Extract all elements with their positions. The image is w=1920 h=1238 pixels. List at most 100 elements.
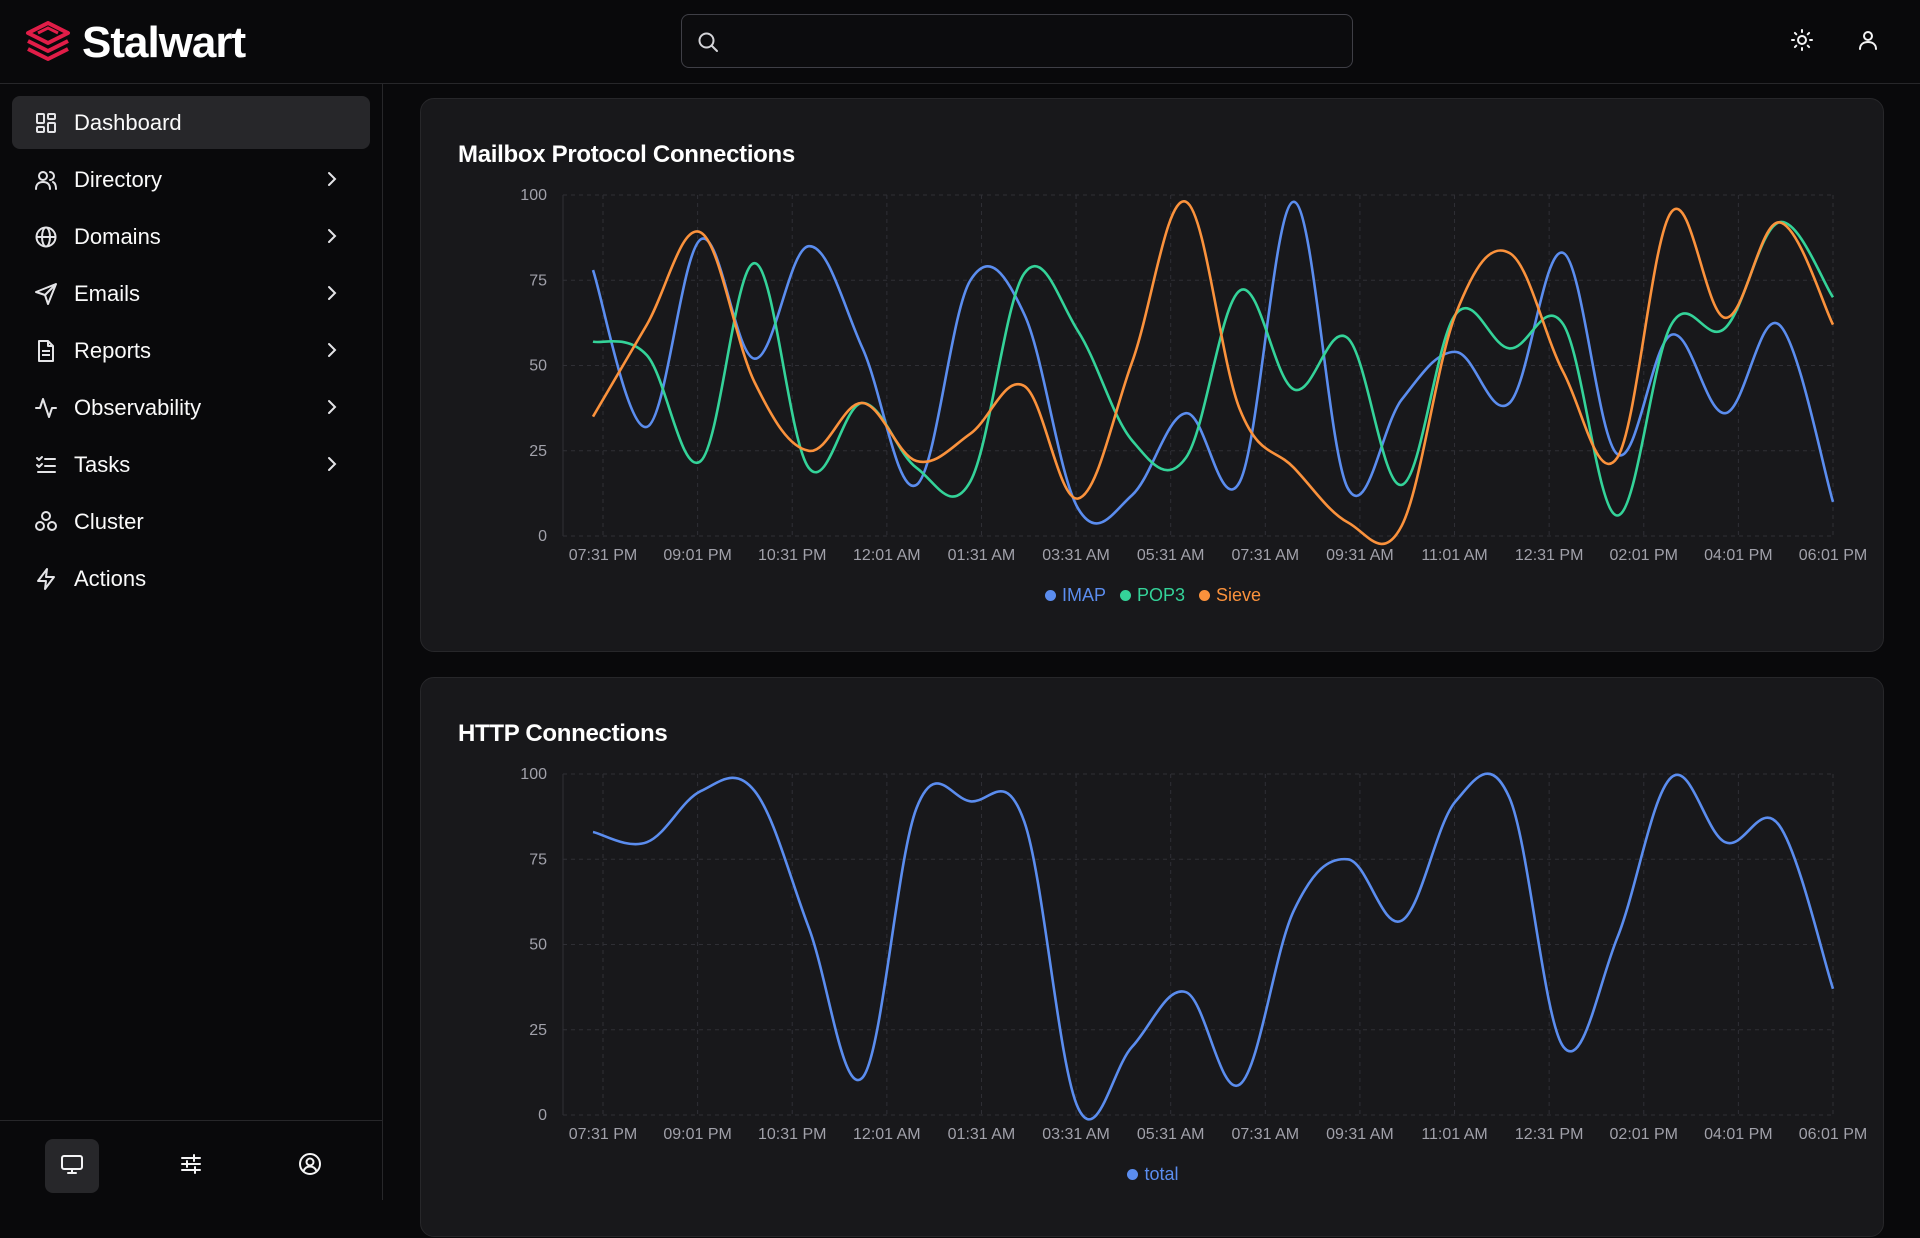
- x-tick-label: 10:31 PM: [758, 547, 826, 564]
- sidebar-item-actions[interactable]: Actions: [12, 552, 370, 605]
- x-tick-label: 03:31 AM: [1042, 1126, 1110, 1143]
- x-tick-label: 06:01 PM: [1799, 547, 1867, 564]
- sliders-icon: [179, 1152, 203, 1181]
- legend-item[interactable]: total: [1127, 1164, 1178, 1185]
- y-tick-label: 100: [520, 766, 547, 783]
- sidebar-item-label: Dashboard: [74, 110, 182, 136]
- search-input[interactable]: [732, 15, 1332, 67]
- legend-label: IMAP: [1062, 585, 1106, 606]
- x-tick-label: 01:31 AM: [948, 1126, 1016, 1143]
- chart-legend: IMAP POP3 Sieve: [421, 585, 1885, 606]
- send-icon: [34, 282, 58, 306]
- y-tick-label: 0: [538, 1107, 547, 1124]
- brand-logo[interactable]: Stalwart: [24, 18, 245, 68]
- brand-name: Stalwart: [82, 18, 245, 68]
- sidebar-item-label: Emails: [74, 281, 140, 307]
- sidebar-item-observability[interactable]: Observability: [12, 381, 370, 434]
- search-icon: [696, 30, 720, 59]
- search-box[interactable]: [681, 14, 1353, 68]
- globe-icon: [34, 225, 58, 249]
- legend-dot-icon: [1120, 590, 1131, 601]
- sidebar-item-tasks[interactable]: Tasks: [12, 438, 370, 491]
- x-tick-label: 10:31 PM: [758, 1126, 826, 1143]
- legend-item[interactable]: POP3: [1120, 585, 1185, 606]
- x-tick-label: 01:31 AM: [948, 547, 1016, 564]
- sun-icon: [1790, 28, 1814, 57]
- x-tick-label: 11:01 AM: [1421, 547, 1487, 564]
- y-tick-label: 25: [529, 1022, 547, 1039]
- x-tick-label: 07:31 AM: [1232, 547, 1300, 564]
- y-tick-label: 50: [529, 358, 547, 375]
- x-tick-label: 02:01 PM: [1610, 547, 1678, 564]
- x-tick-label: 12:01 AM: [853, 1126, 921, 1143]
- chevron-right-icon: [322, 340, 342, 365]
- y-tick-label: 25: [529, 443, 547, 460]
- sidebar-item-directory[interactable]: Directory: [12, 153, 370, 206]
- theme-toggle-button[interactable]: [1784, 24, 1820, 60]
- monitor-icon: [60, 1152, 84, 1181]
- y-tick-label: 50: [529, 937, 547, 954]
- account-view-button[interactable]: [283, 1139, 337, 1193]
- dashboard-icon: [34, 111, 58, 135]
- y-tick-label: 100: [520, 187, 547, 204]
- sidebar-item-label: Cluster: [74, 509, 144, 535]
- sidebar-item-emails[interactable]: Emails: [12, 267, 370, 320]
- series-line-imap: [593, 202, 1833, 524]
- x-tick-label: 07:31 PM: [569, 1126, 637, 1143]
- x-tick-label: 12:31 PM: [1515, 547, 1583, 564]
- chevron-right-icon: [322, 397, 342, 422]
- series-line-total: [593, 774, 1833, 1120]
- sidebar-item-label: Actions: [74, 566, 146, 592]
- x-tick-label: 09:31 AM: [1326, 1126, 1394, 1143]
- x-tick-label: 11:01 AM: [1421, 1126, 1487, 1143]
- sidebar-item-label: Reports: [74, 338, 151, 364]
- x-tick-label: 09:31 AM: [1326, 547, 1394, 564]
- user-icon: [1856, 28, 1880, 57]
- sidebar-item-dashboard[interactable]: Dashboard: [12, 96, 370, 149]
- sidebar-item-cluster[interactable]: Cluster: [12, 495, 370, 548]
- account-icon: [298, 1152, 322, 1181]
- chevron-right-icon: [322, 169, 342, 194]
- x-tick-label: 05:31 AM: [1137, 547, 1205, 564]
- x-tick-label: 03:31 AM: [1042, 547, 1110, 564]
- legend-dot-icon: [1127, 1169, 1138, 1180]
- http-connections-chart: 0 25 50 75 100 07:31 PM 09:01 PM 10:31 PM 12:01 …: [421, 678, 1885, 1238]
- legend-item[interactable]: IMAP: [1045, 585, 1106, 606]
- x-tick-label: 05:31 AM: [1137, 1126, 1205, 1143]
- x-tick-label: 09:01 PM: [663, 1126, 731, 1143]
- settings-view-button[interactable]: [164, 1139, 218, 1193]
- x-tick-label: 07:31 PM: [569, 547, 637, 564]
- sidebar: Dashboard Directory Domains Emails Repor…: [0, 84, 383, 1200]
- user-menu-button[interactable]: [1850, 24, 1886, 60]
- checklist-icon: [34, 453, 58, 477]
- legend-item[interactable]: Sieve: [1199, 585, 1261, 606]
- y-tick-label: 0: [538, 528, 547, 545]
- legend-dot-icon: [1045, 590, 1056, 601]
- lightning-icon: [34, 567, 58, 591]
- sidebar-item-reports[interactable]: Reports: [12, 324, 370, 377]
- chevron-right-icon: [322, 226, 342, 251]
- series-line-pop3: [593, 222, 1833, 516]
- admin-view-button[interactable]: [45, 1139, 99, 1193]
- chart-legend: total: [421, 1164, 1885, 1185]
- y-tick-label: 75: [529, 851, 547, 868]
- x-tick-label: 06:01 PM: [1799, 1126, 1867, 1143]
- legend-dot-icon: [1199, 590, 1210, 601]
- document-icon: [34, 339, 58, 363]
- x-tick-label: 12:01 AM: [853, 547, 921, 564]
- cluster-icon: [34, 510, 58, 534]
- legend-label: total: [1144, 1164, 1178, 1185]
- sidebar-item-label: Observability: [74, 395, 201, 421]
- sidebar-item-label: Directory: [74, 167, 162, 193]
- legend-label: POP3: [1137, 585, 1185, 606]
- x-tick-label: 07:31 AM: [1232, 1126, 1300, 1143]
- x-tick-label: 02:01 PM: [1610, 1126, 1678, 1143]
- sidebar-item-domains[interactable]: Domains: [12, 210, 370, 263]
- top-bar: Stalwart: [0, 0, 1920, 84]
- x-tick-label: 04:01 PM: [1704, 547, 1772, 564]
- chevron-right-icon: [322, 283, 342, 308]
- activity-icon: [34, 396, 58, 420]
